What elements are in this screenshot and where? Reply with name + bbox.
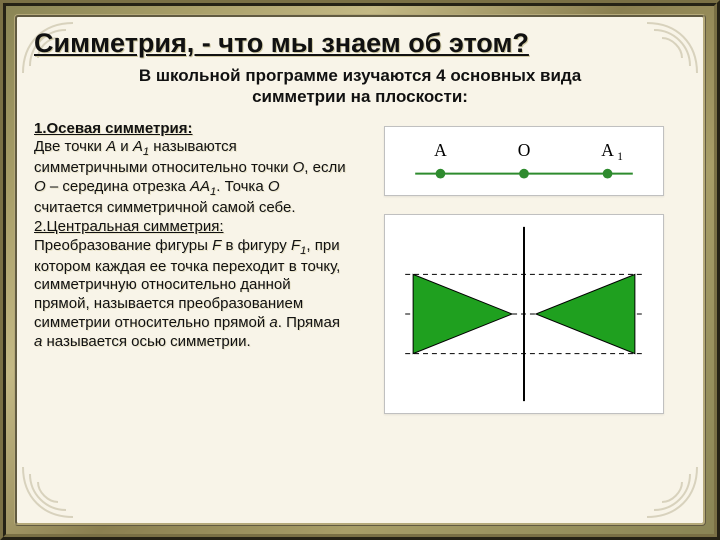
subtitle-line1: В школьной программе изучаются 4 основны… (139, 66, 581, 85)
slide-title: Симметрия, - что мы знаем об этом? (34, 28, 686, 59)
definitions-text: 1.Осевая симметрия: Две точки А и А1 наз… (34, 120, 349, 513)
subtitle-line2: симметрии на плоскости: (252, 87, 468, 106)
def1-heading: 1.Осевая симметрия: (34, 120, 193, 137)
def2-body: Преобразование фигуры F в фигуру F1, при… (34, 237, 340, 350)
figure-axial-symmetry: АОА1 (384, 126, 664, 196)
svg-text:О: О (517, 140, 530, 160)
slide-subtitle: В школьной программе изучаются 4 основны… (44, 65, 676, 108)
svg-text:1: 1 (617, 151, 623, 163)
figures-column: АОА1 (361, 120, 686, 513)
body-row: 1.Осевая симметрия: Две точки А и А1 наз… (34, 120, 686, 513)
slide-content: Симметрия, - что мы знаем об этом? В шко… (34, 28, 686, 512)
def2-heading: 2.Центральная симметрия: (34, 218, 224, 235)
def1-body: Две точки А и А1 называются симметричным… (34, 138, 346, 216)
svg-text:А: А (434, 140, 447, 160)
svg-text:А: А (601, 140, 614, 160)
figure-central-symmetry (384, 214, 664, 414)
